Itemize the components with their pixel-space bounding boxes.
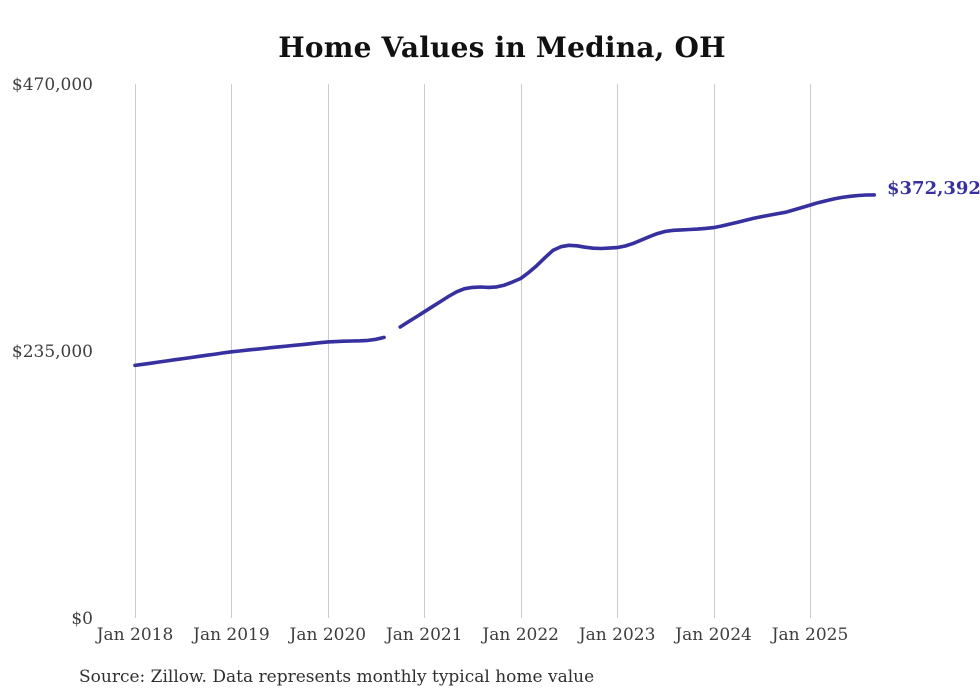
- source-note: Source: Zillow. Data represents monthly …: [79, 667, 595, 687]
- x-axis-tick-label: Jan 2020: [289, 625, 367, 645]
- last-value-label: $372,392: [887, 178, 980, 199]
- x-axis-tick-label: Jan 2021: [385, 625, 463, 645]
- x-axis-tick-label: Jan 2023: [578, 625, 656, 645]
- x-axis-tick-label: Jan 2022: [482, 625, 559, 645]
- y-axis-tick-label: $470,000: [11, 75, 93, 95]
- x-axis-tick-label: Jan 2024: [675, 625, 752, 645]
- x-axis-tick-label: Jan 2025: [771, 625, 849, 645]
- x-axis-tick-label: Jan 2019: [193, 625, 270, 645]
- x-axis-tick-label: Jan 2018: [96, 625, 174, 645]
- y-axis-tick-label: $0: [71, 609, 93, 629]
- y-axis-tick-label: $235,000: [11, 342, 93, 362]
- home-value-line: [133, 193, 877, 368]
- chart-title: Home Values in Medina, OH: [278, 31, 726, 64]
